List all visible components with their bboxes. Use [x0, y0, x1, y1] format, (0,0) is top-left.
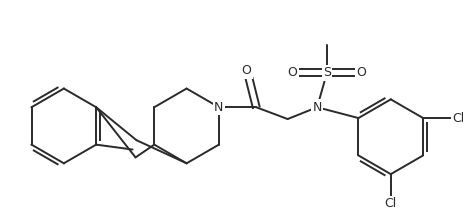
Text: O: O [287, 66, 297, 79]
Text: N: N [214, 101, 223, 114]
Text: S: S [322, 66, 330, 79]
Text: Cl: Cl [451, 112, 463, 124]
Text: O: O [241, 64, 251, 77]
Text: Cl: Cl [384, 197, 396, 210]
Text: N: N [312, 101, 321, 114]
Text: O: O [356, 66, 365, 79]
